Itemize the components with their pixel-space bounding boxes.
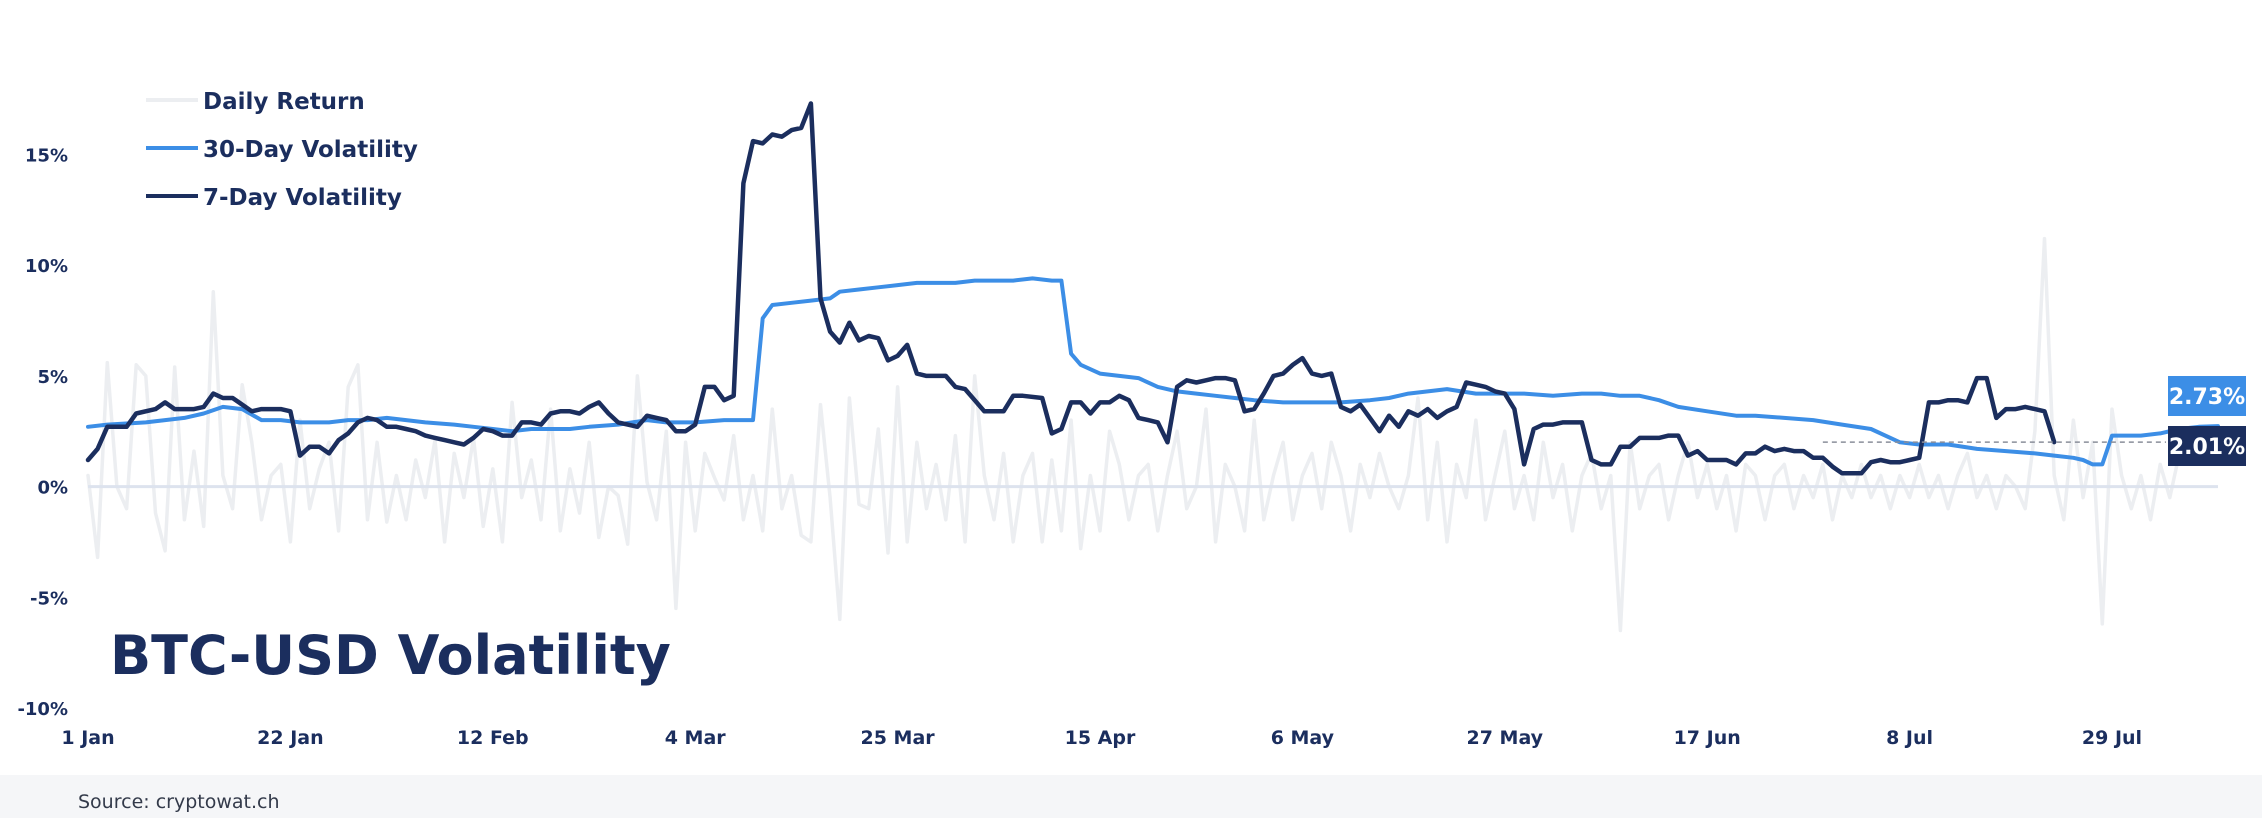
chart-title: BTC-USD Volatility (110, 624, 671, 687)
latest-value-badges: 2.73% 2.01% (1822, 376, 2246, 466)
source-note: Source: cryptowat.ch (78, 791, 280, 813)
y-tick-label: 0% (37, 478, 68, 499)
x-tick-label: 4 Mar (665, 727, 727, 749)
x-tick-label: 1 Jan (61, 727, 114, 749)
x-tick-label: 17 Jun (1674, 727, 1741, 749)
x-tick-label: 8 Jul (1886, 727, 1933, 749)
y-tick-label: -5% (30, 588, 68, 609)
y-tick-label: 10% (25, 256, 68, 277)
x-tick-label: 27 May (1466, 727, 1543, 749)
vol30-series (86, 276, 2220, 467)
y-tick-label: -10% (17, 699, 68, 720)
x-tick-label: 22 Jan (257, 727, 323, 749)
badge-vol7-label: 2.01% (2169, 435, 2245, 460)
legend-label-7-day-volatility: 7-Day Volatility (203, 185, 402, 211)
x-tick-label: 6 May (1271, 727, 1335, 749)
badge-vol30-box (2168, 376, 2246, 416)
x-tick-label: 15 Apr (1065, 727, 1136, 749)
daily-return-series (86, 236, 2182, 633)
legend-label-daily-return: Daily Return (203, 89, 365, 115)
y-axis: -10% -5% 0% 5% 10% 15% (17, 145, 68, 720)
footer-band (0, 775, 2262, 818)
legend-label-30-day-volatility: 30-Day Volatility (203, 137, 418, 163)
y-tick-label: 5% (37, 367, 68, 388)
x-axis: 1 Jan 22 Jan 12 Feb 4 Mar 25 Mar 15 Apr 6 May 2… (61, 727, 2142, 749)
vol7-series (85, 101, 2057, 476)
x-tick-label: 12 Feb (457, 727, 529, 749)
legend: Daily Return 30-Day Volatility 7-Day Volat… (146, 89, 418, 211)
vol30-line (86, 276, 2220, 467)
badge-vol30-label: 2.73% (2169, 385, 2245, 410)
badge-vol7-box (2168, 426, 2246, 466)
x-tick-label: 25 Mar (861, 727, 936, 749)
x-tick-label: 29 Jul (2082, 727, 2142, 749)
y-tick-label: 15% (25, 145, 68, 166)
vol7-line (85, 101, 2057, 476)
daily-return-line (86, 236, 2182, 633)
